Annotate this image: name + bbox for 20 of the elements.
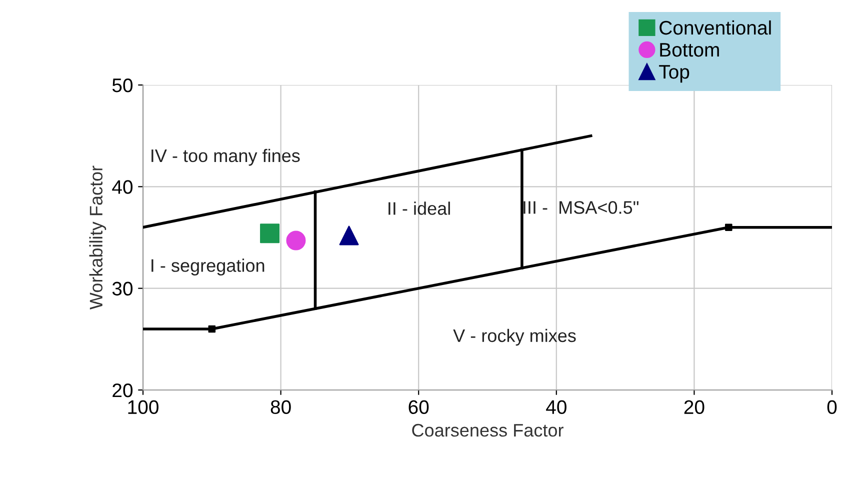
legend-label: Conventional bbox=[660, 20, 771, 35]
y-tick-label: 30 bbox=[112, 282, 133, 296]
annotation: III - MSA<0.5" bbox=[524, 201, 638, 214]
annotation: I - segregation bbox=[152, 258, 264, 276]
y-axis-title: Workability Factor bbox=[89, 166, 106, 310]
x-tick-label: 0 bbox=[827, 400, 837, 414]
x-tick-label: 100 bbox=[128, 400, 158, 414]
y-tick-label: 40 bbox=[112, 180, 133, 194]
legend-label: Bottom bbox=[660, 43, 719, 57]
x-tick-label: 80 bbox=[270, 400, 291, 414]
x-axis-title: Coarseness Factor bbox=[412, 424, 564, 437]
annotation: V - rocky mixes bbox=[453, 328, 576, 346]
legend-label: Top bbox=[659, 65, 690, 83]
annotation: IV - too many fines bbox=[152, 148, 300, 166]
x-tick-label: 60 bbox=[408, 400, 429, 414]
y-tick-label: 50 bbox=[112, 78, 133, 92]
x-tick-label: 40 bbox=[546, 400, 566, 414]
annotation: II - ideal bbox=[388, 202, 450, 215]
y-tick-label: 20 bbox=[112, 383, 133, 398]
x-tick-label: 20 bbox=[684, 400, 704, 414]
